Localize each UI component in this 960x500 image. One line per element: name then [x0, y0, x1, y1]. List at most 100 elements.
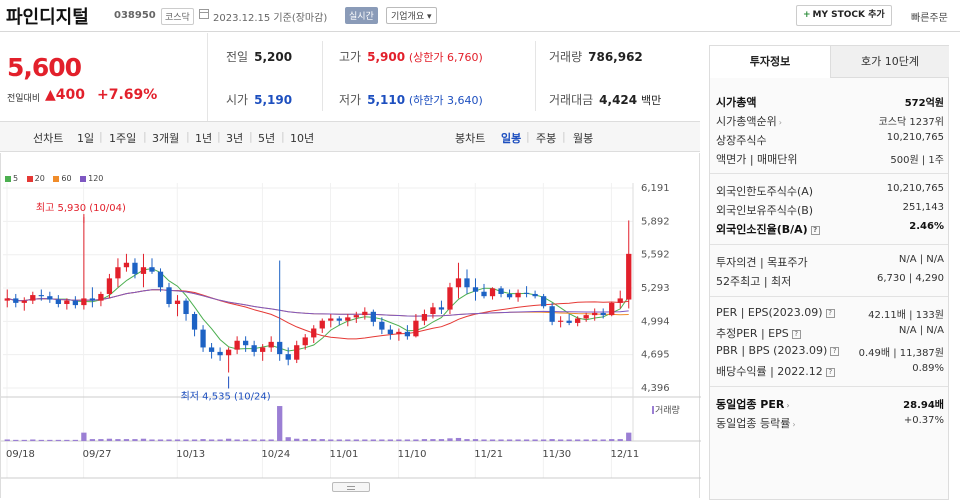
lower-limit: (하한가 3,640): [408, 94, 483, 107]
volume-bar: [515, 439, 521, 441]
add-mystock-button[interactable]: + MY STOCK 추가: [796, 5, 892, 26]
volume-bar: [600, 439, 606, 441]
info-row: 추정PER | EPS? N/A | N/A: [716, 323, 944, 341]
candle-body: [353, 315, 359, 318]
stock-header: 파인디지털 038950 코스닥 2023.12.15 기준(장마감) 실시간 …: [0, 0, 960, 32]
period-5y[interactable]: 5년: [258, 132, 276, 145]
x-tick-label: 11/10: [398, 449, 427, 460]
info-row: 상장주식수 10,210,765: [716, 130, 944, 148]
candle-body: [64, 300, 70, 304]
candle-body: [47, 296, 53, 300]
candle-body: [311, 328, 317, 338]
help-icon[interactable]: ?: [825, 367, 835, 377]
volume-bar: [285, 437, 291, 441]
change-label: 전일대비: [7, 94, 41, 104]
info-label: 투자의견 | 목표주가: [716, 256, 808, 269]
candle-body: [455, 278, 462, 288]
volume-bar: [336, 439, 342, 441]
period-10y[interactable]: 10년: [290, 132, 315, 145]
realtime-button[interactable]: 실시간: [345, 7, 378, 24]
chevron-right-icon[interactable]: ›: [786, 401, 790, 410]
candle-body: [166, 287, 172, 304]
info-value: 500원 | 1주: [890, 155, 944, 166]
period-1w[interactable]: 1주일: [109, 132, 137, 145]
info-row: 외국인소진율(B/A)? 2.46%: [716, 219, 944, 237]
volume-bar: [387, 439, 394, 441]
help-icon[interactable]: ?: [830, 346, 840, 356]
volume-bar: [353, 439, 359, 441]
period-3y[interactable]: 3년: [226, 132, 244, 145]
candle-body: [242, 340, 249, 346]
info-value: +0.37%: [903, 415, 944, 426]
period-1d[interactable]: 1일: [77, 132, 95, 145]
tab-orderbook-10[interactable]: 호가 10단계: [830, 46, 949, 78]
candle-monthly[interactable]: 월봉: [573, 132, 594, 145]
volume-bar: [447, 438, 453, 441]
amount-value: 4,424: [599, 93, 638, 107]
base-date: 2023.12.15 기준(장마감): [213, 13, 328, 24]
candle-body: [302, 337, 308, 346]
volume-bar: [89, 439, 96, 441]
help-icon[interactable]: ?: [825, 308, 835, 318]
price-chart[interactable]: 6,191 5,892 5,592 5,293 4,994 4,695 4,396 09/18…: [0, 153, 701, 498]
quick-order-link[interactable]: 빠른주문: [911, 13, 948, 24]
volume-bar: [277, 406, 283, 441]
divider: [322, 41, 323, 111]
tab-investment-info[interactable]: 투자정보: [710, 46, 830, 78]
period-3m[interactable]: 3개월: [152, 132, 180, 145]
info-row: 시가총액 572억원: [716, 92, 944, 110]
candle-body: [370, 311, 376, 322]
high-stat: 고가 5,900 (상한가 6,760): [339, 48, 483, 65]
volume-bar: [455, 437, 462, 441]
candle-body: [277, 341, 283, 355]
volume-stat: 거래량 786,962: [549, 48, 643, 65]
candle-body: [557, 320, 564, 322]
chevron-right-icon[interactable]: ›: [792, 420, 796, 429]
help-icon[interactable]: ?: [810, 225, 820, 235]
x-tick-label: 11/30: [542, 449, 571, 460]
chevron-right-icon[interactable]: ›: [778, 118, 782, 127]
volume-bar: [413, 439, 419, 441]
volume-bar: [523, 439, 530, 441]
candle-body: [336, 318, 342, 321]
chart-scroll-handle[interactable]: [332, 482, 370, 492]
volume-bar: [191, 439, 198, 441]
candle-weekly[interactable]: 주봉: [536, 132, 557, 145]
prev-close-stat: 전일 5,200: [226, 48, 292, 65]
volume-bar: [242, 439, 249, 441]
info-label: 상장주식수: [716, 134, 767, 147]
candle-body: [464, 278, 470, 288]
x-tick-label: 09/27: [83, 449, 112, 460]
volume-bar: [123, 439, 130, 441]
section-divider: [710, 244, 948, 245]
stock-name: 파인디지털: [6, 7, 89, 28]
info-label: 시가총액: [716, 96, 757, 109]
info-value: 0.89%: [912, 363, 944, 374]
volume-bar: [506, 439, 513, 441]
info-value: 251,143: [902, 202, 944, 213]
volume-bar: [72, 439, 79, 441]
candle-daily[interactable]: 일봉: [501, 132, 522, 145]
section-divider: [710, 386, 948, 387]
volume-bar: [38, 439, 44, 441]
candle-body: [566, 320, 572, 323]
volume-bar: [438, 439, 445, 441]
info-row: 외국인보유주식수(B) 251,143: [716, 200, 944, 218]
volume-bar: [208, 439, 215, 441]
y-tick-label: 5,892: [641, 216, 670, 227]
candle-body: [540, 296, 547, 307]
help-icon[interactable]: ?: [791, 329, 801, 339]
candle-body: [72, 300, 79, 306]
info-label: 외국인보유주식수(B): [716, 204, 814, 217]
company-info-dropdown[interactable]: 기업개요 ▾: [386, 7, 437, 24]
info-row: 52주최고 | 최저 6,730 | 4,290: [716, 271, 944, 289]
info-row: PBR | BPS (2023.09)? 0.49배 | 11,387원: [716, 342, 944, 360]
separator: |: [526, 130, 530, 143]
upper-limit: (상한가 6,760): [408, 51, 483, 64]
candle-body: [549, 306, 555, 322]
period-bar: 선차트 1일 | 1주일 | 3개월 | 1년 | 3년 | 5년 | 10년 …: [0, 121, 700, 152]
period-1y[interactable]: 1년: [195, 132, 213, 145]
volume-label: 거래량: [655, 404, 680, 416]
candle-body: [489, 288, 496, 297]
info-label: 동일업종 PER ›: [716, 398, 790, 411]
